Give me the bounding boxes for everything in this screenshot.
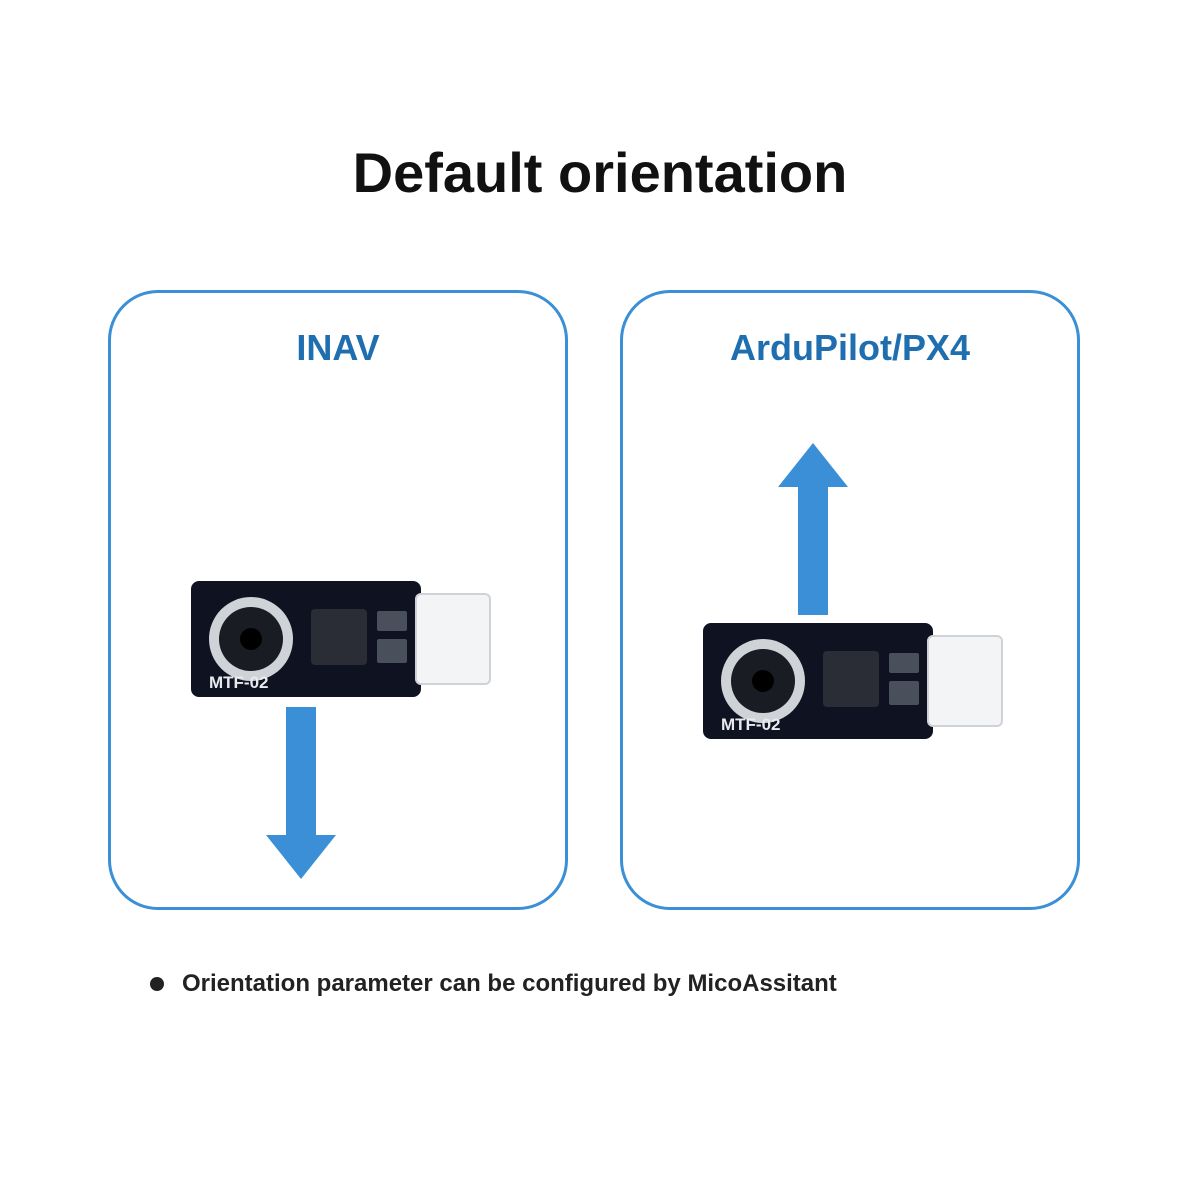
arrow-down-icon xyxy=(266,707,336,879)
smd-component xyxy=(377,639,407,663)
page-title: Default orientation xyxy=(0,140,1200,205)
module-label: MTF-02 xyxy=(209,673,269,693)
arrow-up-icon xyxy=(778,443,848,615)
camera-lens-hole xyxy=(752,670,774,692)
footer-note: Orientation parameter can be configured … xyxy=(150,970,837,998)
chip-icon xyxy=(311,609,367,665)
smd-component xyxy=(889,681,919,705)
sensor-module-ardupilot: MTF-02 xyxy=(703,623,1003,739)
panel-label-inav: INAV xyxy=(111,327,565,369)
chip-icon xyxy=(823,651,879,707)
camera-lens-hole xyxy=(240,628,262,650)
smd-component xyxy=(377,611,407,631)
connector xyxy=(415,593,491,685)
panel-ardupilot-px4: ArduPilot/PX4 MTF-02 xyxy=(620,290,1080,910)
panel-label-ardupilot: ArduPilot/PX4 xyxy=(623,327,1077,369)
connector xyxy=(927,635,1003,727)
module-label: MTF-02 xyxy=(721,715,781,735)
panel-inav: INAV MTF-02 xyxy=(108,290,568,910)
page: Default orientation INAV MTF-02 ArduPilo… xyxy=(0,0,1200,1200)
footer-note-text: Orientation parameter can be configured … xyxy=(182,970,837,998)
sensor-module-inav: MTF-02 xyxy=(191,581,491,697)
smd-component xyxy=(889,653,919,673)
bullet-icon xyxy=(150,977,164,991)
